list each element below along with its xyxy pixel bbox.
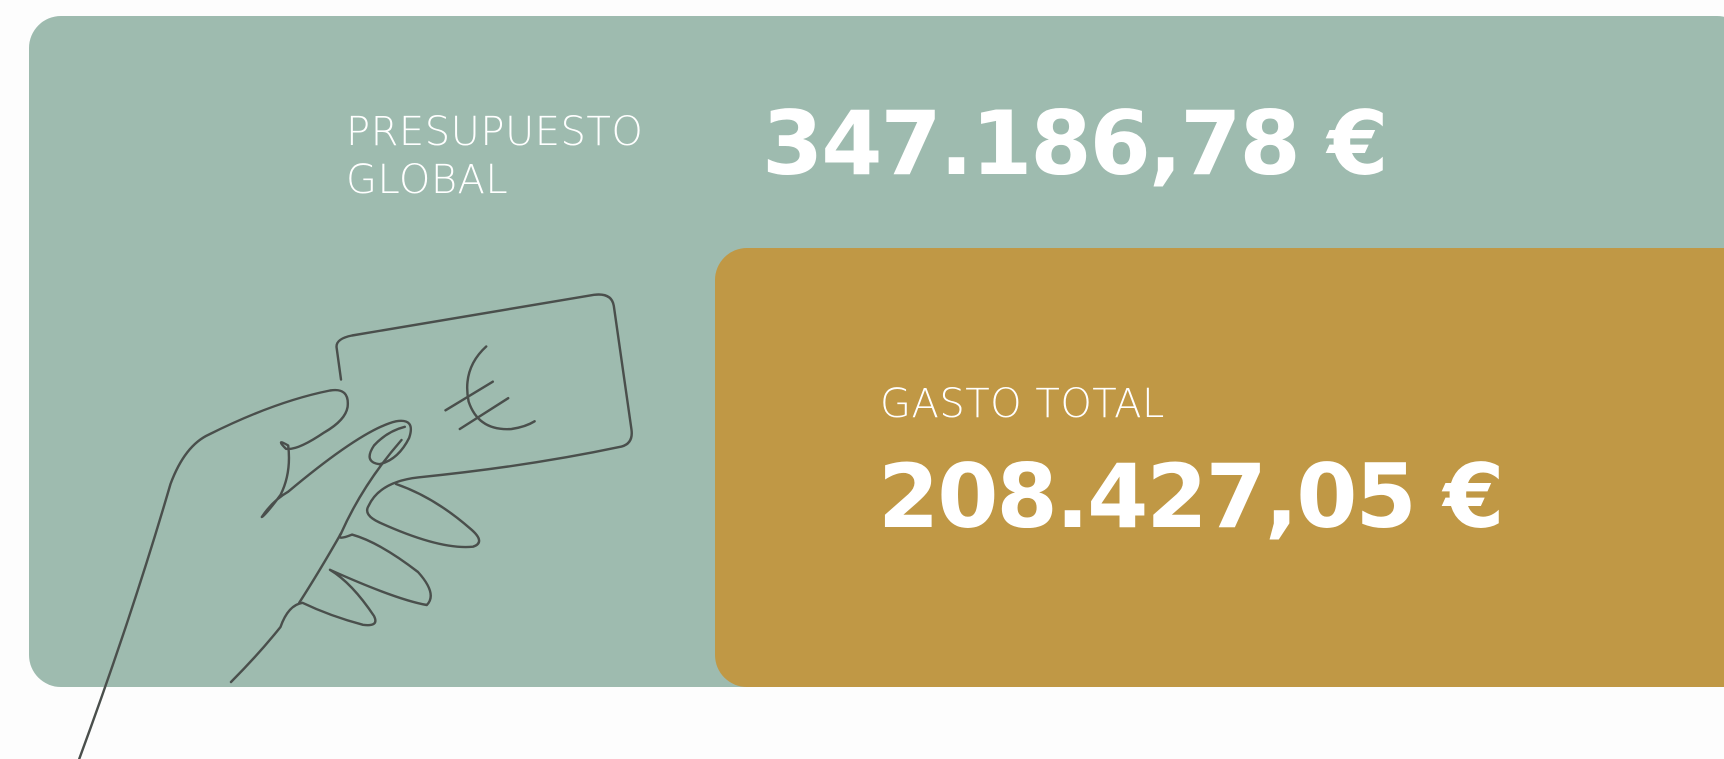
spending-value: 208.427,05 € <box>878 445 1503 548</box>
spending-label: GASTO TOTAL <box>880 380 1165 428</box>
page: PRESUPUESTO GLOBAL 347.186,78 € GASTO TO… <box>0 0 1724 759</box>
